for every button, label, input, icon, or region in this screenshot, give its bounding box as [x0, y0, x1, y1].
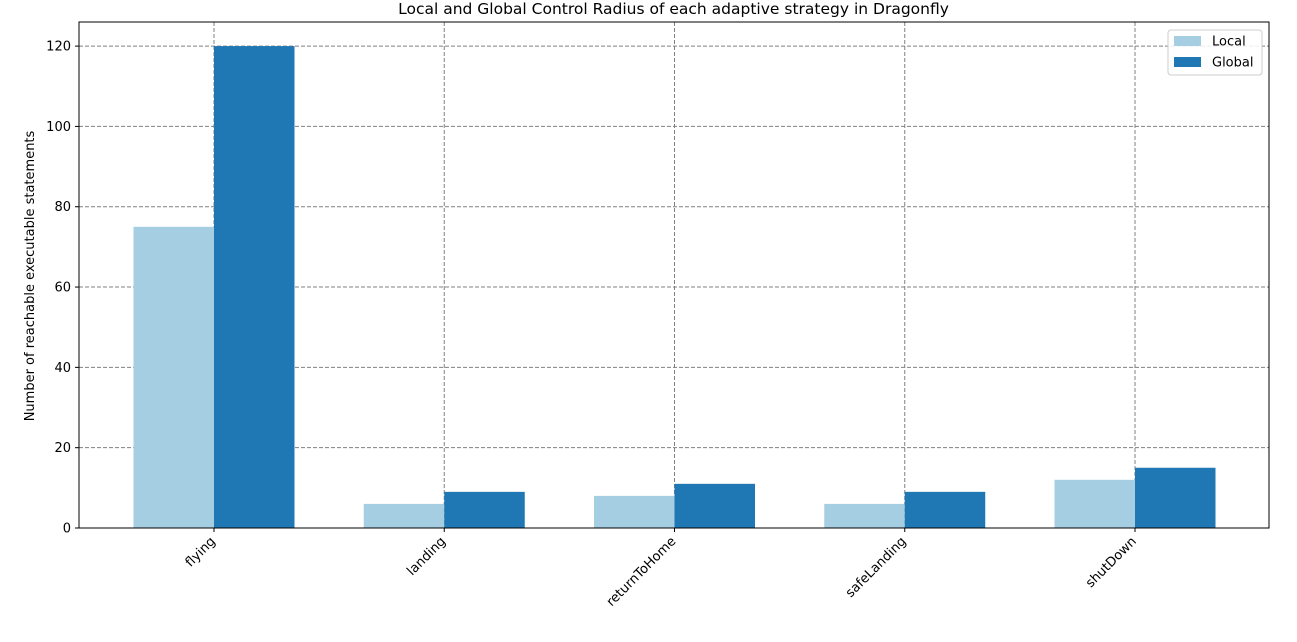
x-tick-label: shutDown	[1083, 534, 1140, 591]
legend-label-local: Local	[1212, 35, 1246, 50]
bar-global-safeLanding	[904, 491, 986, 528]
legend-label-global: Global	[1212, 56, 1253, 71]
y-tick-label: 40	[54, 361, 71, 376]
x-tick-label: safeLanding	[843, 534, 910, 601]
bars-layer	[133, 46, 1216, 529]
x-tick-label: landing	[404, 534, 449, 579]
legend-swatch-global	[1174, 57, 1201, 67]
y-tick-label: 80	[54, 200, 71, 215]
y-tick-label: 120	[46, 40, 71, 55]
y-tick-label: 20	[54, 441, 71, 456]
x-tick-label: returnToHome	[604, 534, 680, 610]
y-tick-label: 0	[63, 522, 71, 537]
bar-local-landing	[363, 503, 445, 528]
bar-global-returnToHome	[674, 483, 755, 528]
bar-global-landing	[444, 491, 525, 528]
bar-local-shutDown	[1054, 479, 1135, 528]
y-tick-label: 60	[54, 281, 71, 296]
x-tick-label: flying	[183, 534, 219, 570]
bar-global-shutDown	[1135, 467, 1216, 528]
bar-local-flying	[133, 226, 214, 529]
chart-title: Local and Global Control Radius of each …	[398, 0, 949, 18]
y-tick-label: 100	[46, 120, 71, 135]
y-axis-label: Number of reachable executable statement…	[23, 130, 38, 421]
legend-swatch-local	[1174, 36, 1201, 46]
bar-global-flying	[214, 46, 295, 528]
bar-local-returnToHome	[594, 495, 675, 528]
bar-local-safeLanding	[824, 503, 905, 528]
legend: Local Global	[1167, 29, 1263, 76]
